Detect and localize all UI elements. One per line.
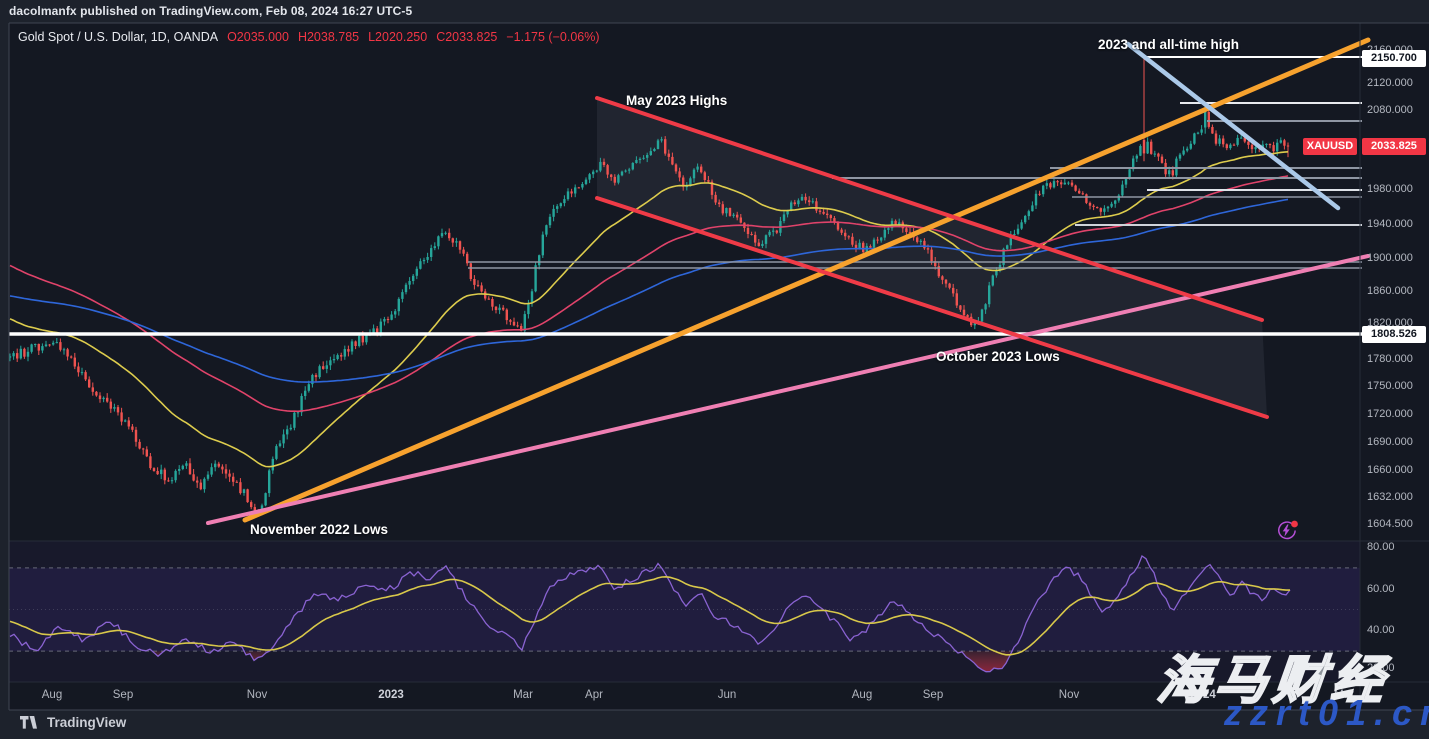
high-value: H2038.785 (297, 30, 360, 44)
low-value: L2020.250 (368, 30, 428, 44)
price-axis-label: 80.00 (1367, 541, 1395, 553)
flash-icon (1278, 520, 1298, 540)
chart-annotation: 2023 and all-time high (1098, 37, 1240, 52)
rsi-oversold-fill (154, 651, 162, 657)
price-axis-label: 20.00 (1367, 662, 1395, 674)
symbol-badge: XAUUSD (1303, 138, 1357, 155)
price-axis-label: 1860.000 (1367, 285, 1413, 297)
price-axis-label: 1780.000 (1367, 353, 1413, 365)
chart-annotation: November 2022 Lows (250, 522, 389, 537)
ma-line-fast (9, 151, 1289, 468)
change-value: −1.175 (−0.06%) (506, 30, 600, 44)
time-axis-label: Jun (717, 689, 737, 701)
time-axis-label: Apr (585, 689, 603, 701)
trendline (206, 254, 1370, 525)
time-axis-label: Aug (851, 689, 873, 701)
price-axis-label: 1632.000 (1367, 491, 1413, 503)
chart-annotation: October 2023 Lows (936, 349, 1060, 364)
trendline (242, 37, 1371, 523)
flash-ideas-button[interactable] (1273, 517, 1301, 545)
open-value: O2035.000 (227, 30, 289, 44)
candlestick-series (8, 57, 1290, 516)
low-price-badge: 1808.526 (1362, 326, 1426, 343)
price-axis-label: 1660.000 (1367, 464, 1413, 476)
ohlc-values: O2035.000 H2038.785 L2020.250 C2033.825 −1.1… (218, 30, 599, 44)
tradingview-logo[interactable]: TradingView (20, 715, 126, 730)
time-axis-label: Aug (41, 689, 63, 701)
time-axis-label: Sep (922, 689, 944, 701)
rsi-ma-line (9, 575, 1290, 656)
price-axis-label: 2080.000 (1367, 104, 1413, 116)
price-axis-label: 1720.000 (1367, 408, 1413, 420)
price-axis-label: 1980.000 (1367, 183, 1413, 195)
price-axis-label: 1940.000 (1367, 218, 1413, 230)
trendline (595, 96, 1264, 322)
rsi-oversold-fill (246, 651, 266, 661)
chart-annotation: May 2023 Highs (626, 93, 728, 108)
ma-line-mid (9, 175, 1289, 413)
tradingview-brand-text: TradingView (47, 715, 127, 730)
ma-line-slow (9, 198, 1289, 383)
price-axis-label: 1604.500 (1367, 518, 1413, 530)
symbol-title: Gold Spot / U.S. Dollar, 1D, OANDA (18, 30, 219, 44)
trendline (1125, 41, 1341, 211)
time-axis-label: Mar (1334, 689, 1354, 701)
price-axis-label: 60.00 (1367, 583, 1395, 595)
tradingview-glyph-icon (20, 716, 37, 729)
close-value: C2033.825 (436, 30, 498, 44)
price-axis-label: 2120.000 (1367, 77, 1413, 89)
trendline (595, 196, 1269, 419)
time-axis-label: 2024 (1190, 689, 1216, 701)
time-axis-label: Nov (1058, 689, 1080, 701)
last-price-badge: 2033.825 (1362, 138, 1426, 155)
price-axis-label: 1750.000 (1367, 380, 1413, 392)
time-axis-label: Sep (112, 689, 134, 701)
time-axis-label: Mar (513, 689, 533, 701)
price-axis-label: 1690.000 (1367, 436, 1413, 448)
price-axis-label: 1900.000 (1367, 252, 1413, 264)
notification-dot (1291, 520, 1298, 528)
ath-price-badge: 2150.700 (1362, 50, 1426, 67)
time-axis-label: 2023 (378, 689, 404, 701)
chart-legend: Gold Spot / U.S. Dollar, 1D, OANDA O2035.… (18, 30, 600, 44)
price-axis-label: 40.00 (1367, 624, 1395, 636)
publish-info-bar: dacolmanfx published on TradingView.com,… (9, 4, 413, 18)
time-axis-label: Nov (246, 689, 268, 701)
rsi-oversold-fill (958, 651, 1010, 672)
